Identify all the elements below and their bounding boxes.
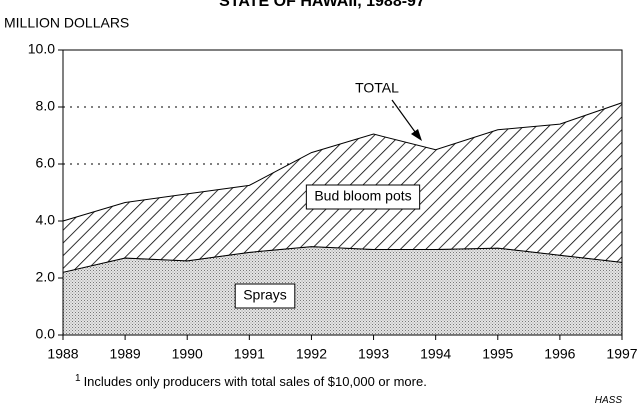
series-label-box xyxy=(305,184,421,210)
y-tick-label: 4.0 xyxy=(36,212,56,228)
y-tick-label: 10.0 xyxy=(28,41,55,57)
x-tick-label: 1992 xyxy=(296,346,327,362)
x-tick-label: 1990 xyxy=(172,346,203,362)
y-tick-label: 6.0 xyxy=(36,155,56,171)
y-tick-label: 2.0 xyxy=(36,269,56,285)
series-label-text: Sprays xyxy=(243,287,287,303)
series-label: Sprays xyxy=(234,283,296,309)
annotation-arrow xyxy=(391,99,419,137)
footnote-text: Includes only producers with total sales… xyxy=(84,374,427,389)
source: HASS xyxy=(595,395,623,406)
series-label-text: Bud bloom pots xyxy=(314,188,411,204)
x-tick-label: 1994 xyxy=(420,346,451,362)
area xyxy=(62,246,623,336)
footnote: 1 Includes only producers with total sale… xyxy=(75,373,427,389)
x-tick-label: 1997 xyxy=(606,346,637,362)
series-label: Bud bloom pots xyxy=(305,184,421,210)
series-label-box xyxy=(234,283,296,309)
y-tick-label: 0.0 xyxy=(36,326,56,342)
x-tick-label: 1996 xyxy=(544,346,575,362)
chart-title: STATE OF HAWAII, 1988-97 xyxy=(219,0,425,10)
y-tick-label: 8.0 xyxy=(36,98,56,114)
annotation-arrowhead xyxy=(411,129,422,141)
x-tick-label: 1993 xyxy=(358,346,389,362)
annotation: TOTAL xyxy=(355,80,399,96)
plot-frame xyxy=(62,49,623,336)
x-tick-label: 1991 xyxy=(234,346,265,362)
x-tick-label: 1995 xyxy=(482,346,513,362)
x-tick-label: 1989 xyxy=(110,346,141,362)
y-axis-label: MILLION DOLLARS xyxy=(4,15,129,31)
x-tick-label: 1988 xyxy=(47,346,78,362)
footnote-marker: 1 xyxy=(75,373,81,384)
